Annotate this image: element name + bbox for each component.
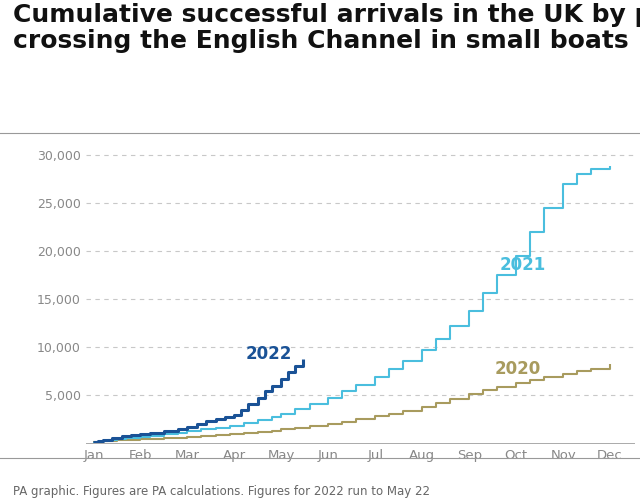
- Text: 2022: 2022: [246, 345, 292, 363]
- Text: 2020: 2020: [495, 360, 541, 378]
- Text: 2021: 2021: [500, 257, 546, 275]
- Text: PA graphic. Figures are PA calculations. Figures for 2022 run to May 22: PA graphic. Figures are PA calculations.…: [13, 485, 430, 498]
- Text: Cumulative successful arrivals in the UK by people
crossing the English Channel : Cumulative successful arrivals in the UK…: [13, 3, 640, 53]
